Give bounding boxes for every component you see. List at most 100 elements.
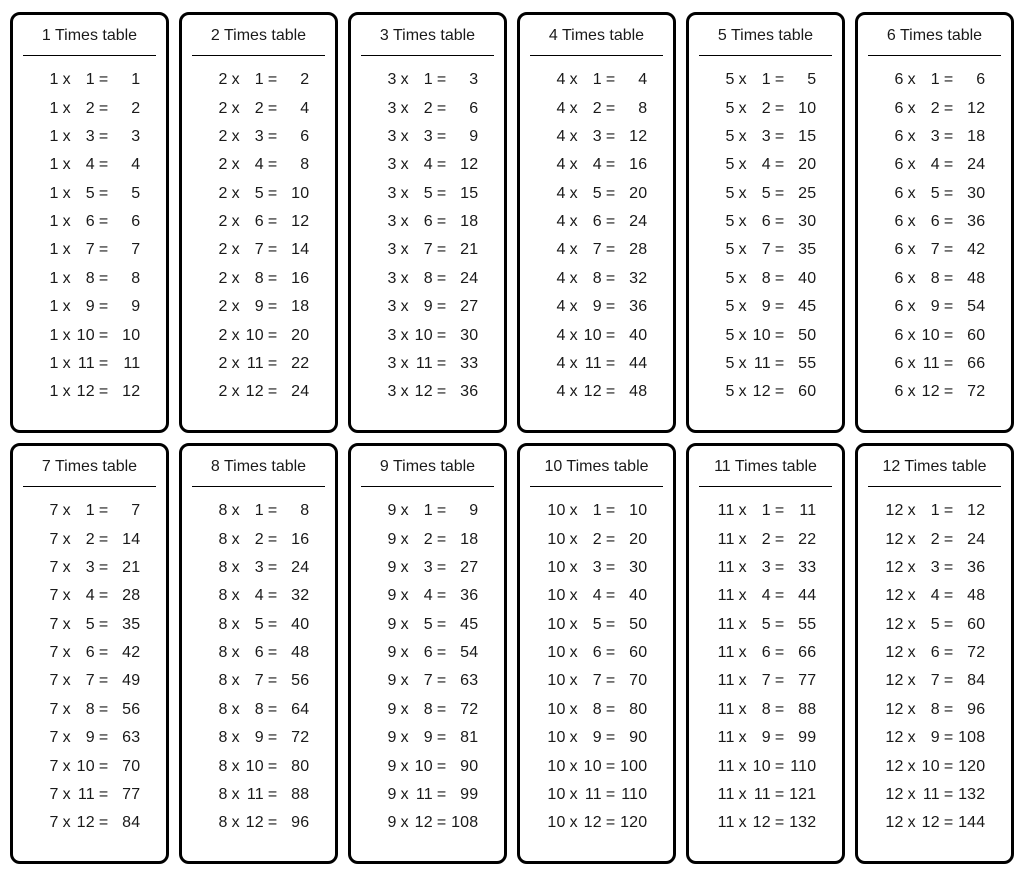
multiply-sign: x: [228, 645, 244, 661]
product: 11: [112, 356, 140, 372]
equals-sign: =: [602, 673, 620, 689]
equation-row: 2x2=4: [186, 94, 331, 122]
product: 48: [957, 271, 985, 287]
multiplier: 9: [920, 299, 940, 315]
multiply-sign: x: [566, 356, 582, 372]
multiply-sign: x: [904, 101, 920, 117]
product: 14: [112, 532, 140, 548]
product: 54: [450, 645, 478, 661]
equation-row: 1x4=4: [17, 151, 162, 179]
product: 44: [619, 356, 647, 372]
equals-sign: =: [264, 673, 282, 689]
equation-row: 9x3=27: [355, 554, 500, 582]
multiply-sign: x: [735, 157, 751, 173]
multiplier: 6: [582, 645, 602, 661]
equals-sign: =: [264, 271, 282, 287]
equals-sign: =: [771, 242, 789, 258]
times-table-card-10: 10 Times table10x1=1010x2=2010x3=3010x4=…: [517, 443, 676, 864]
multiplier: 9: [413, 299, 433, 315]
multiplicand: 12: [884, 645, 904, 661]
multiplicand: 12: [884, 532, 904, 548]
multiplier: 3: [244, 560, 264, 576]
multiply-sign: x: [397, 588, 413, 604]
multiplicand: 11: [715, 787, 735, 803]
multiplier: 12: [582, 384, 602, 400]
equals-sign: =: [95, 157, 113, 173]
multiplicand: 3: [377, 101, 397, 117]
multiplier: 9: [751, 299, 771, 315]
equations-list: 2x1=22x2=42x3=62x4=82x5=102x6=122x7=142x…: [182, 56, 335, 430]
multiplier: 6: [75, 645, 95, 661]
multiplier: 2: [75, 101, 95, 117]
multiply-sign: x: [735, 271, 751, 287]
multiplier: 12: [751, 384, 771, 400]
multiplicand: 3: [377, 72, 397, 88]
product: 35: [112, 617, 140, 633]
multiplicand: 2: [208, 356, 228, 372]
equals-sign: =: [771, 157, 789, 173]
multiplier: 11: [413, 356, 433, 372]
equation-row: 10x7=70: [524, 667, 669, 695]
equals-sign: =: [433, 645, 451, 661]
equals-sign: =: [264, 588, 282, 604]
equals-sign: =: [433, 356, 451, 372]
equation-row: 4x10=40: [524, 321, 669, 349]
equation-row: 11x6=66: [693, 639, 838, 667]
equation-row: 9x2=18: [355, 525, 500, 553]
equation-row: 6x11=66: [862, 350, 1007, 378]
product: 2: [112, 101, 140, 117]
multiplier: 8: [920, 271, 940, 287]
product: 20: [619, 532, 647, 548]
equation-row: 5x12=60: [693, 378, 838, 406]
multiply-sign: x: [566, 787, 582, 803]
equals-sign: =: [771, 299, 789, 315]
multiply-sign: x: [566, 242, 582, 258]
equals-sign: =: [264, 560, 282, 576]
equation-row: 12x7=84: [862, 667, 1007, 695]
equals-sign: =: [264, 157, 282, 173]
product: 28: [619, 242, 647, 258]
equations-list: 1x1=11x2=21x3=31x4=41x5=51x6=61x7=71x8=8…: [13, 56, 166, 430]
multiplier: 3: [413, 560, 433, 576]
equals-sign: =: [433, 673, 451, 689]
equals-sign: =: [264, 356, 282, 372]
multiply-sign: x: [566, 645, 582, 661]
multiplier: 6: [244, 645, 264, 661]
equals-sign: =: [602, 72, 620, 88]
equals-sign: =: [602, 560, 620, 576]
card-title: 7 Times table: [23, 446, 156, 487]
equation-row: 8x6=48: [186, 639, 331, 667]
product: 25: [788, 186, 816, 202]
equation-row: 9x4=36: [355, 582, 500, 610]
equals-sign: =: [771, 759, 789, 775]
multiplier: 12: [75, 815, 95, 831]
equals-sign: =: [771, 72, 789, 88]
equals-sign: =: [771, 129, 789, 145]
multiplier: 1: [75, 503, 95, 519]
product: 4: [619, 72, 647, 88]
multiplier: 3: [920, 560, 940, 576]
multiplicand: 8: [208, 787, 228, 803]
equation-row: 3x4=12: [355, 151, 500, 179]
equation-row: 11x1=11: [693, 497, 838, 525]
product: 66: [788, 645, 816, 661]
equals-sign: =: [602, 328, 620, 344]
equation-row: 3x11=33: [355, 350, 500, 378]
multiplier: 7: [413, 242, 433, 258]
equation-row: 12x3=36: [862, 554, 1007, 582]
product: 96: [281, 815, 309, 831]
multiplier: 10: [920, 759, 940, 775]
multiplier: 9: [413, 730, 433, 746]
equations-list: 10x1=1010x2=2010x3=3010x4=4010x5=5010x6=…: [520, 487, 673, 861]
multiplicand: 9: [377, 532, 397, 548]
multiplicand: 4: [546, 356, 566, 372]
equation-row: 8x9=72: [186, 724, 331, 752]
multiplier: 3: [75, 129, 95, 145]
equation-row: 8x11=88: [186, 781, 331, 809]
equation-row: 12x6=72: [862, 639, 1007, 667]
product: 50: [788, 328, 816, 344]
equation-row: 1x1=1: [17, 66, 162, 94]
multiply-sign: x: [904, 186, 920, 202]
card-title: 5 Times table: [699, 15, 832, 56]
equals-sign: =: [264, 759, 282, 775]
